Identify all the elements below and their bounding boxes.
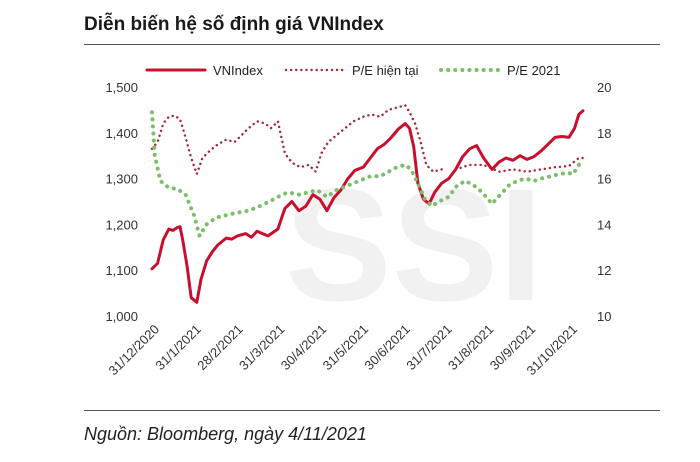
y-left-tick-label: 1,200 <box>105 217 138 232</box>
y-left-tick-label: 1,500 <box>105 80 138 95</box>
title-divider <box>84 44 660 45</box>
footer-divider <box>84 410 660 411</box>
y-left-tick-label: 1,100 <box>105 263 138 278</box>
legend: VNIndex P/E hiện tại P/E 2021 <box>145 63 561 78</box>
series-lines <box>150 103 585 304</box>
y-right-tick-label: 12 <box>597 263 611 278</box>
y-left-tick-label: 1,300 <box>105 172 138 187</box>
y-right-tick-label: 14 <box>597 217 611 232</box>
x-tick-label: 31/12/2020 <box>105 322 162 379</box>
series-line-pe-current <box>150 103 443 178</box>
legend-label: P/E 2021 <box>507 63 561 78</box>
watermark: SSI <box>285 155 543 334</box>
series-line-pe-2021 <box>150 110 585 241</box>
series-line-vnindex <box>150 109 585 304</box>
chart: SSI 1,000 1,100 1,200 1,300 1,400 1,500 10 12 14… <box>105 63 611 379</box>
y-left-tick-label: 1,000 <box>105 309 138 324</box>
legend-label: VNIndex <box>213 63 263 78</box>
chart-title: Diễn biến hệ số định giá VNIndex <box>84 14 384 35</box>
y-right-tick-label: 10 <box>597 309 611 324</box>
y-right-tick-label: 16 <box>597 172 611 187</box>
y-right-tick-label: 18 <box>597 126 611 141</box>
y-right-tick-label: 20 <box>597 80 611 95</box>
source-note: Nguồn: Bloomberg, ngày 4/11/2021 <box>84 424 367 444</box>
y-left-tick-label: 1,400 <box>105 126 138 141</box>
legend-label: P/E hiện tại <box>352 63 419 78</box>
